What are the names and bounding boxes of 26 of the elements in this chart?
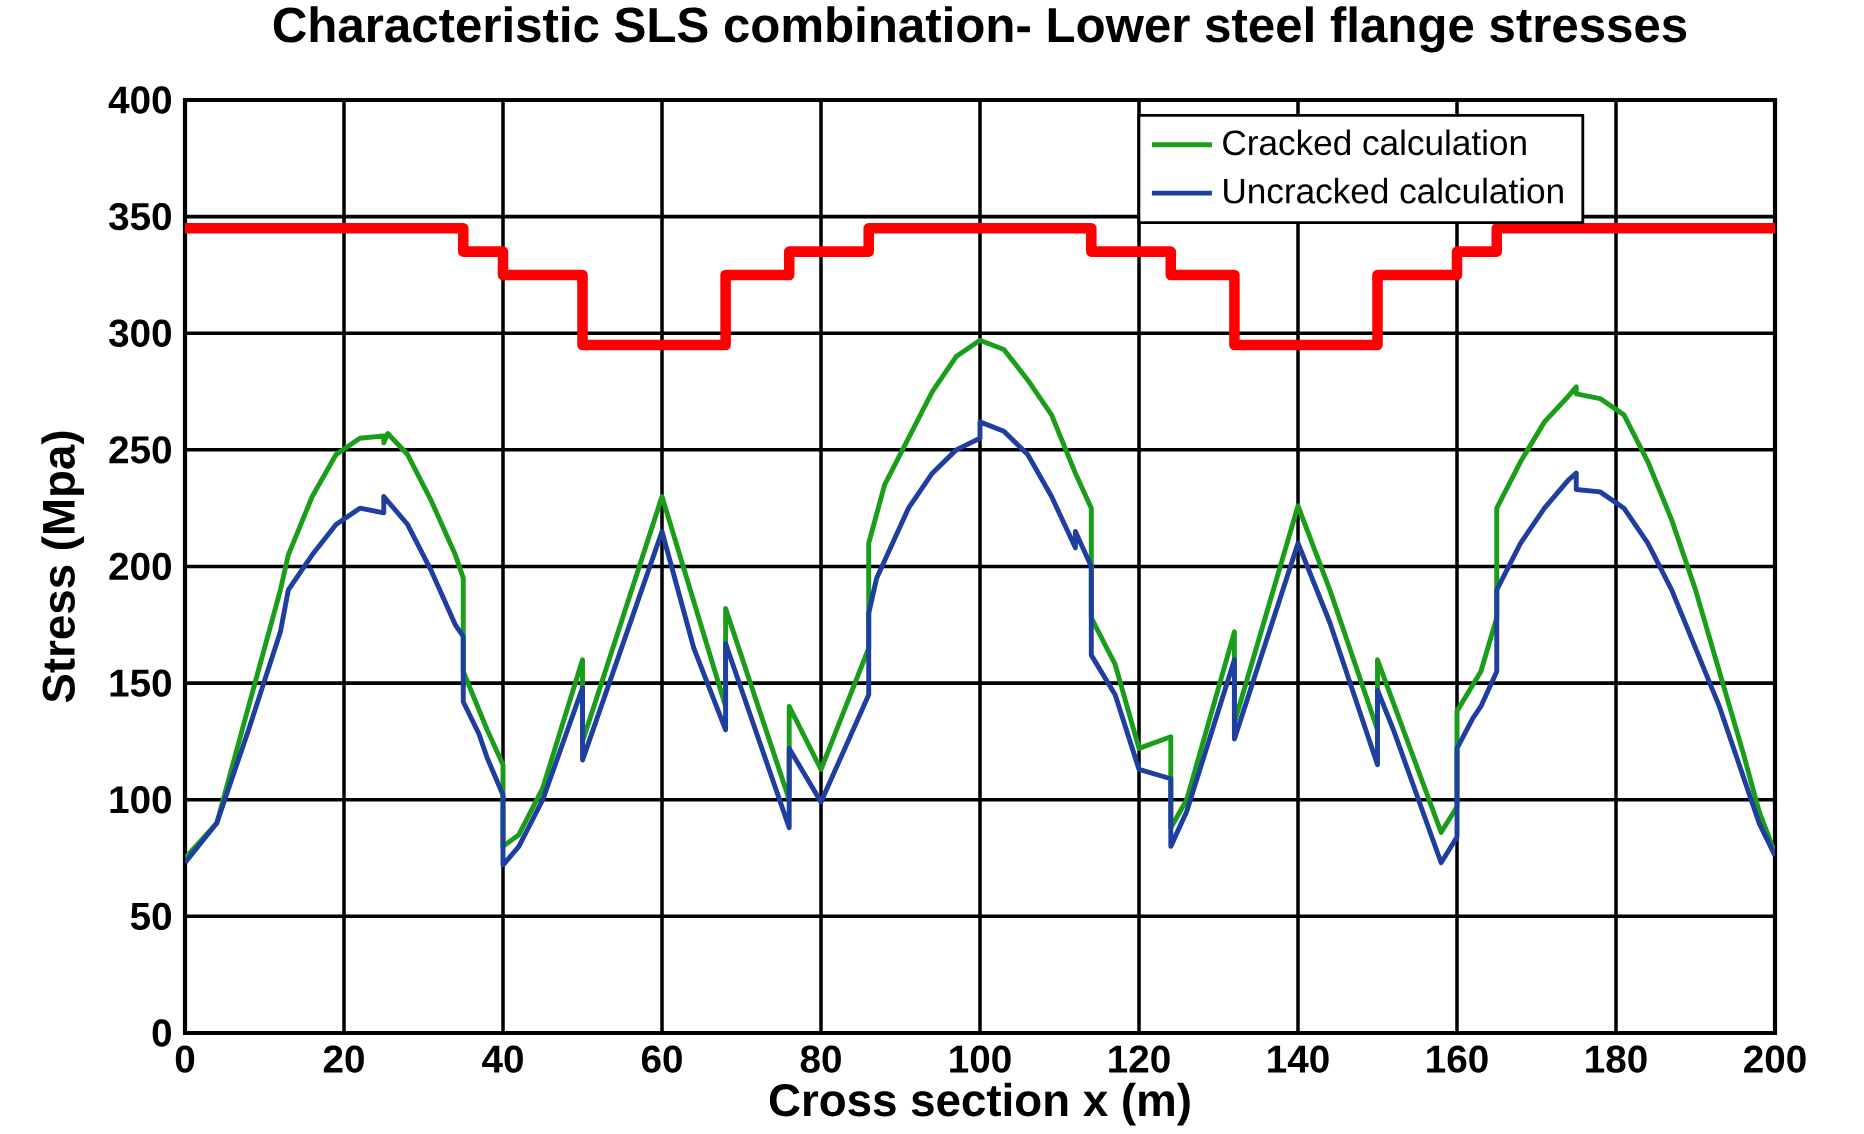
x-tick-label: 40 — [482, 1045, 523, 1073]
y-tick-label: 250 — [109, 436, 171, 464]
y-tick-label: 100 — [110, 786, 171, 814]
y-axis-title: Stress (Mpa) — [41, 431, 84, 703]
y-tick-label: 400 — [108, 86, 171, 114]
x-tick-label: 80 — [800, 1045, 841, 1073]
y-tick-label: 300 — [108, 319, 171, 347]
x-tick-label: 200 — [1744, 1045, 1806, 1073]
chart-title: Characteristic SLS combination- Lower steel flange stresses — [273, 6, 1687, 53]
y-tick-label: 150 — [110, 669, 171, 697]
x-tick-label: 0 — [175, 1045, 195, 1073]
x-axis-title: Cross section x (m) — [769, 1082, 1190, 1126]
x-tick-label: 60 — [641, 1045, 682, 1073]
x-tick-label: 180 — [1586, 1045, 1647, 1073]
x-tick-label: 120 — [1109, 1045, 1170, 1073]
y-tick-label: 200 — [109, 552, 171, 581]
y-tick-label: 50 — [130, 902, 171, 931]
x-tick-label: 160 — [1427, 1045, 1488, 1073]
y-tick-label: 350 — [108, 202, 171, 231]
line-series — [185, 419, 1776, 868]
legend-label: Cracked calculation — [1223, 129, 1526, 156]
x-tick-label: 20 — [323, 1045, 364, 1073]
y-tick-label: 0 — [152, 1019, 171, 1047]
x-tick-label: 100 — [950, 1045, 1011, 1073]
legend-label: Uncracked calculation — [1224, 177, 1563, 204]
x-tick-label: 140 — [1268, 1045, 1329, 1073]
